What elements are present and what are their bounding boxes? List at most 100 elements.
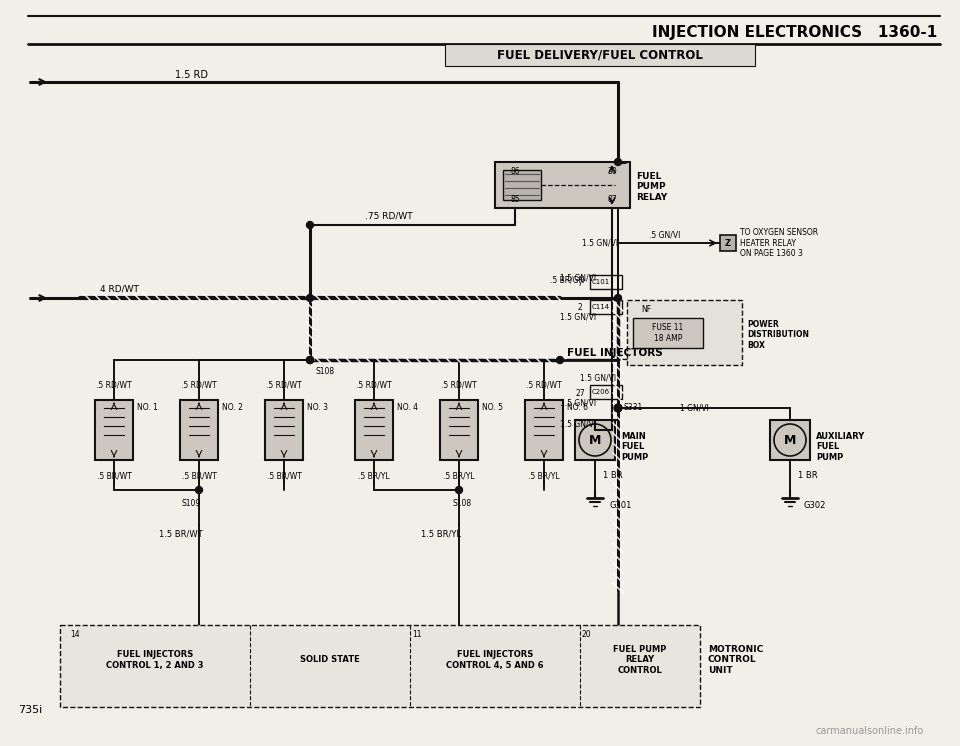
Text: FUEL PUMP
RELAY
CONTROL: FUEL PUMP RELAY CONTROL	[613, 645, 666, 675]
Bar	[590, 300, 622, 314]
Bar	[180, 400, 218, 460]
Bar	[60, 625, 700, 707]
Text: .5 BR/WT: .5 BR/WT	[267, 471, 301, 480]
Text: 1.5 GN/VI: 1.5 GN/VI	[582, 239, 618, 248]
Text: .5 BR/WT: .5 BR/WT	[181, 471, 216, 480]
Text: 1.5 BR/YL: 1.5 BR/YL	[421, 530, 461, 539]
Text: NO. 4: NO. 4	[397, 404, 418, 413]
Circle shape	[306, 295, 314, 301]
Text: TO OXYGEN SENSOR
HEATER RELAY
ON PAGE 1360 3: TO OXYGEN SENSOR HEATER RELAY ON PAGE 13…	[740, 228, 818, 258]
Text: .5 BR/WT: .5 BR/WT	[97, 471, 132, 480]
Text: C101: C101	[592, 279, 611, 285]
Text: 1 BR: 1 BR	[603, 471, 623, 480]
Text: MAIN
FUEL
PUMP: MAIN FUEL PUMP	[621, 432, 648, 462]
Text: .5 BR/YL: .5 BR/YL	[358, 471, 390, 480]
Text: NO. 2: NO. 2	[222, 404, 243, 413]
Text: FUEL DELIVERY/FUEL CONTROL: FUEL DELIVERY/FUEL CONTROL	[497, 48, 703, 61]
Circle shape	[306, 357, 314, 363]
Text: M: M	[588, 433, 601, 447]
Text: INJECTION ELECTRONICS   1360-1: INJECTION ELECTRONICS 1360-1	[652, 25, 937, 40]
Text: NO. 1: NO. 1	[137, 404, 157, 413]
Text: .5 BR/GN: .5 BR/GN	[550, 275, 585, 284]
Circle shape	[557, 357, 564, 363]
Text: FUSE 11
18 AMP: FUSE 11 18 AMP	[653, 323, 684, 342]
Bar	[720, 235, 736, 251]
Text: NO. 3: NO. 3	[307, 404, 328, 413]
Circle shape	[614, 295, 621, 301]
Bar	[440, 400, 478, 460]
Text: S109: S109	[181, 500, 201, 509]
Text: NO. 6: NO. 6	[567, 404, 588, 413]
Circle shape	[614, 158, 621, 166]
Bar	[95, 400, 133, 460]
Text: 27: 27	[575, 389, 585, 398]
Text: FUEL INJECTORS
CONTROL 1, 2 AND 3: FUEL INJECTORS CONTROL 1, 2 AND 3	[107, 651, 204, 670]
Text: S108: S108	[452, 500, 471, 509]
Text: 1 BR: 1 BR	[798, 471, 818, 480]
Text: FUEL INJECTORS
CONTROL 4, 5 AND 6: FUEL INJECTORS CONTROL 4, 5 AND 6	[446, 651, 543, 670]
Bar	[627, 300, 742, 365]
Text: 85: 85	[510, 195, 519, 204]
Text: .5 RD/WT: .5 RD/WT	[356, 380, 392, 389]
Text: C206: C206	[592, 389, 611, 395]
Text: S108: S108	[315, 368, 334, 377]
Text: .5 RD/WT: .5 RD/WT	[526, 380, 562, 389]
Text: 1.5 GN/VI: 1.5 GN/VI	[560, 398, 596, 407]
Text: G302: G302	[804, 501, 827, 510]
Bar	[265, 400, 303, 460]
Bar	[575, 420, 615, 460]
Text: 20: 20	[582, 630, 591, 639]
Text: 1.5 GN/VI: 1.5 GN/VI	[560, 419, 596, 428]
Bar	[633, 318, 703, 348]
Bar	[590, 275, 622, 289]
Text: 1.5 RD: 1.5 RD	[175, 70, 208, 80]
Text: M: M	[783, 433, 796, 447]
Text: .5 BR/YL: .5 BR/YL	[444, 471, 475, 480]
Text: NO. 5: NO. 5	[482, 404, 503, 413]
Text: carmanualsonline.info: carmanualsonline.info	[816, 726, 924, 736]
Text: .5 RD/WT: .5 RD/WT	[181, 380, 217, 389]
Circle shape	[306, 222, 314, 228]
Text: .5 GN/VI: .5 GN/VI	[649, 231, 681, 239]
Text: 11: 11	[412, 630, 421, 639]
Text: G301: G301	[609, 501, 632, 510]
Bar	[495, 162, 630, 208]
Bar	[445, 44, 755, 66]
Text: MOTRONIC
CONTROL
UNIT: MOTRONIC CONTROL UNIT	[708, 645, 763, 675]
Text: S331: S331	[624, 404, 643, 413]
Text: 1.5 GN/VI: 1.5 GN/VI	[580, 374, 616, 383]
Text: Z: Z	[725, 239, 732, 248]
Bar	[355, 400, 393, 460]
Text: .5 RD/WT: .5 RD/WT	[442, 380, 477, 389]
Bar	[770, 420, 810, 460]
Text: 735i: 735i	[18, 705, 42, 715]
Text: 4 RD/WT: 4 RD/WT	[100, 284, 139, 293]
Text: POWER
DISTRIBUTION
BOX: POWER DISTRIBUTION BOX	[747, 320, 809, 350]
Text: 1 GN/VI: 1 GN/VI	[680, 404, 708, 413]
Text: SOLID STATE: SOLID STATE	[300, 656, 360, 665]
Text: NF: NF	[641, 306, 651, 315]
Text: .5 BR/YL: .5 BR/YL	[528, 471, 560, 480]
Text: 7: 7	[578, 278, 583, 287]
Text: .5 RD/WT: .5 RD/WT	[266, 380, 301, 389]
Text: 14: 14	[70, 630, 80, 639]
Bar	[525, 400, 563, 460]
Text: 1.5 GN/VI: 1.5 GN/VI	[560, 274, 596, 283]
Text: 87: 87	[607, 195, 617, 204]
Bar	[503, 170, 541, 200]
Text: 1.5 BR/WT: 1.5 BR/WT	[159, 530, 203, 539]
Text: .75 RD/WT: .75 RD/WT	[365, 212, 413, 221]
Text: 30: 30	[607, 167, 617, 176]
Text: .5 RD/WT: .5 RD/WT	[96, 380, 132, 389]
Text: 1.5 GN/VI: 1.5 GN/VI	[560, 313, 596, 322]
Text: C114: C114	[592, 304, 611, 310]
Circle shape	[614, 404, 622, 412]
Circle shape	[306, 357, 314, 363]
Circle shape	[455, 486, 463, 494]
Text: FUEL
PUMP
RELAY: FUEL PUMP RELAY	[636, 172, 667, 202]
Text: AUXILIARY
FUEL
PUMP: AUXILIARY FUEL PUMP	[816, 432, 865, 462]
Text: 2: 2	[578, 302, 583, 312]
Text: 86: 86	[510, 167, 519, 176]
Bar	[590, 385, 622, 399]
Circle shape	[196, 486, 203, 494]
